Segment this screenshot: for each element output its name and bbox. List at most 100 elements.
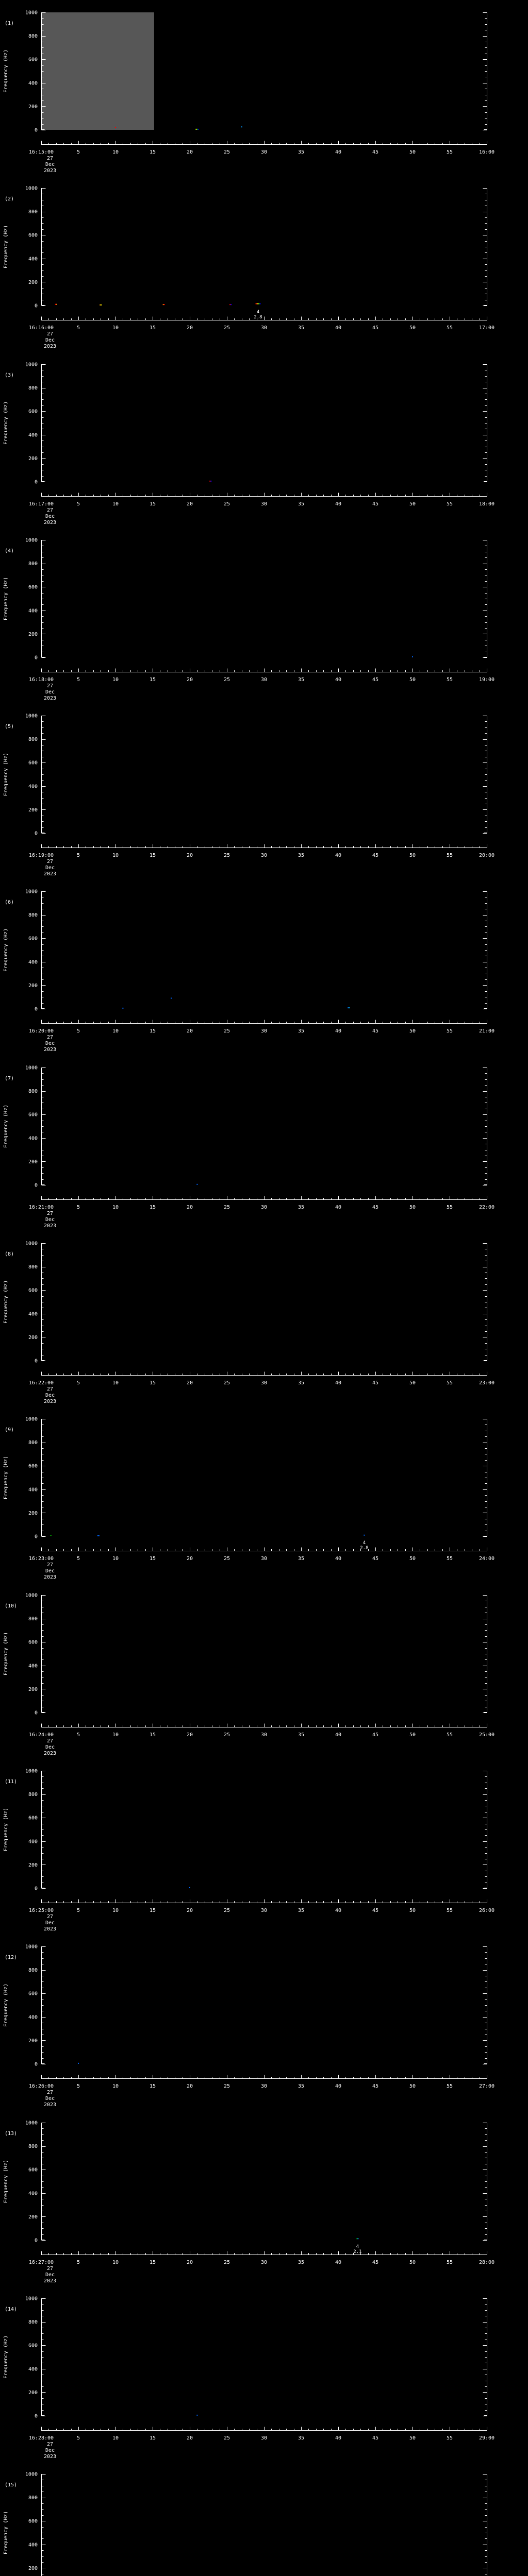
x-tick-label: 35: [298, 2435, 304, 2441]
x-tick-label: 20: [187, 149, 193, 155]
y-axis-title: Frequency (Hz): [3, 1808, 9, 1851]
y-tick-label: 400: [28, 784, 38, 789]
y-tick-label: 200: [28, 807, 38, 813]
date-line: Dec: [45, 1744, 55, 1750]
x-tick-label: 50: [409, 1556, 416, 1562]
x-tick-label: 55: [447, 677, 453, 683]
event-dot: [210, 480, 212, 482]
x-tick-label: 5: [77, 501, 80, 507]
event-dot: [229, 304, 231, 306]
x-start-time-label: 16:18:00: [29, 677, 54, 683]
x-tick-label: 5: [77, 677, 80, 683]
y-tick-label: 1000: [25, 714, 38, 719]
x-tick-label: 50: [409, 2260, 416, 2265]
date-line: 27: [47, 156, 53, 161]
x-tick-label: 30: [261, 1380, 267, 1386]
y-tick-label: 400: [28, 80, 38, 86]
spectrogram-panel: 4 2.8 0 200 400 600 800 1000 Frequency (Hz) (9) 16…: [0, 1406, 528, 1583]
panel-number-label: (8): [5, 1251, 14, 1257]
x-tick-label: 40: [335, 2435, 341, 2441]
x-tick-label: 55: [447, 1380, 453, 1386]
x-tick-label: 55: [447, 1908, 453, 1913]
event-dot: [357, 2238, 359, 2240]
event-dot: [55, 303, 56, 305]
x-start-time-label: 16:15:00: [29, 149, 54, 155]
x-tick-label: 50: [409, 1028, 416, 1034]
x-tick-label: 45: [372, 1205, 378, 1210]
x-tick-label: 20: [187, 677, 193, 683]
x-tick-label: 15: [150, 149, 156, 155]
y-tick-label: 1000: [25, 2472, 38, 2478]
y-tick-label: 0: [35, 303, 38, 309]
date-line: Dec: [45, 337, 55, 343]
x-tick-label: 15: [150, 2083, 156, 2089]
axes: [41, 2298, 487, 2431]
x-tick-label: 55: [447, 1556, 453, 1562]
x-tick-label: 25: [224, 1028, 230, 1034]
x-tick-label: 15: [150, 2260, 156, 2265]
y-tick-label: 1000: [25, 362, 38, 368]
y-tick-label: 0: [35, 1007, 38, 1012]
y-tick-label: 600: [28, 2343, 38, 2349]
x-tick-label: 50: [409, 2083, 416, 2089]
date-line: 27: [47, 1035, 53, 1040]
y-tick-label: 1000: [25, 1065, 38, 1071]
event-dot: [78, 2062, 79, 2064]
date-line: Dec: [45, 1041, 55, 1046]
x-tick-label: 50: [409, 1732, 416, 1738]
x-tick-label: 50: [409, 1205, 416, 1210]
x-tick-label: 40: [335, 149, 341, 155]
event-annotation-line2: 2.8: [360, 1546, 368, 1551]
event-dot: [189, 1887, 190, 1888]
spectrogram-panel: 0 200 400 600 800 1000 Frequency (Hz) (10) 16:24…: [0, 1583, 528, 1758]
date-line: 2023: [44, 1047, 56, 1053]
x-start-time-label: 16:28:00: [29, 2435, 54, 2441]
date-line: 27: [47, 331, 53, 337]
x-tick-label: 45: [372, 2083, 378, 2089]
x-start-time-label: 16:27:00: [29, 2260, 54, 2265]
x-tick-label: 35: [298, 501, 304, 507]
x-tick-label: 55: [447, 2260, 453, 2265]
x-tick-label: 40: [335, 853, 341, 858]
x-tick-label: 45: [372, 1028, 378, 1034]
y-tick-label: 600: [28, 2519, 38, 2524]
x-tick-label: 10: [112, 1205, 119, 1210]
x-tick-label: 50: [409, 325, 416, 331]
y-tick-label: 0: [35, 1359, 38, 1364]
axes: [41, 1243, 487, 1376]
y-tick-label: 400: [28, 608, 38, 614]
y-tick-label: 400: [28, 2542, 38, 2548]
x-tick-label: 40: [335, 677, 341, 683]
y-axis-title: Frequency (Hz): [3, 49, 9, 93]
x-tick-label: 55: [447, 2435, 453, 2441]
x-start-time-label: 16:16:00: [29, 325, 54, 331]
x-start-time-label: 16:25:00: [29, 1908, 54, 1913]
x-tick-label: 30: [261, 2083, 267, 2089]
date-line: 2023: [44, 871, 56, 877]
panel-canvas: 0 200 400 600 800 1000 Frequency (Hz) (5) 16:19:…: [3, 714, 494, 877]
x-tick-label: 45: [372, 1732, 378, 1738]
x-start-time-label: 16:17:00: [29, 501, 54, 507]
y-tick-label: 800: [28, 737, 38, 742]
event-dot: [349, 1007, 350, 1009]
x-tick-label: 10: [112, 2083, 119, 2089]
y-tick-label: 200: [28, 1159, 38, 1165]
y-tick-label: 400: [28, 2014, 38, 2020]
y-tick-label: 400: [28, 1487, 38, 1493]
panel-canvas: 42.8 0 200 400 600 800 1000 Frequency (Hz) (9) 16…: [3, 1417, 494, 1581]
y-tick-label: 800: [28, 1616, 38, 1622]
y-tick-label: 800: [28, 209, 38, 215]
axes: [41, 540, 487, 672]
spectrogram-panel: 0 200 400 600 800 1000 Frequency (Hz) (11) 16:25…: [0, 1758, 528, 1934]
y-tick-label: 200: [28, 2038, 38, 2044]
y-tick-label: 800: [28, 2144, 38, 2149]
x-tick-label: 25: [224, 2260, 230, 2265]
panel-number-label: (14): [5, 2307, 17, 2312]
x-tick-label: 40: [335, 1556, 341, 1562]
x-tick-label: 50: [409, 853, 416, 858]
spectrogram-panel: 0 200 400 600 800 1000 Frequency (Hz) (4) 16:18:…: [0, 528, 528, 703]
x-tick-label: 25: [224, 853, 230, 858]
x-tick-label: 5: [77, 1205, 80, 1210]
event-dot: [258, 303, 260, 304]
